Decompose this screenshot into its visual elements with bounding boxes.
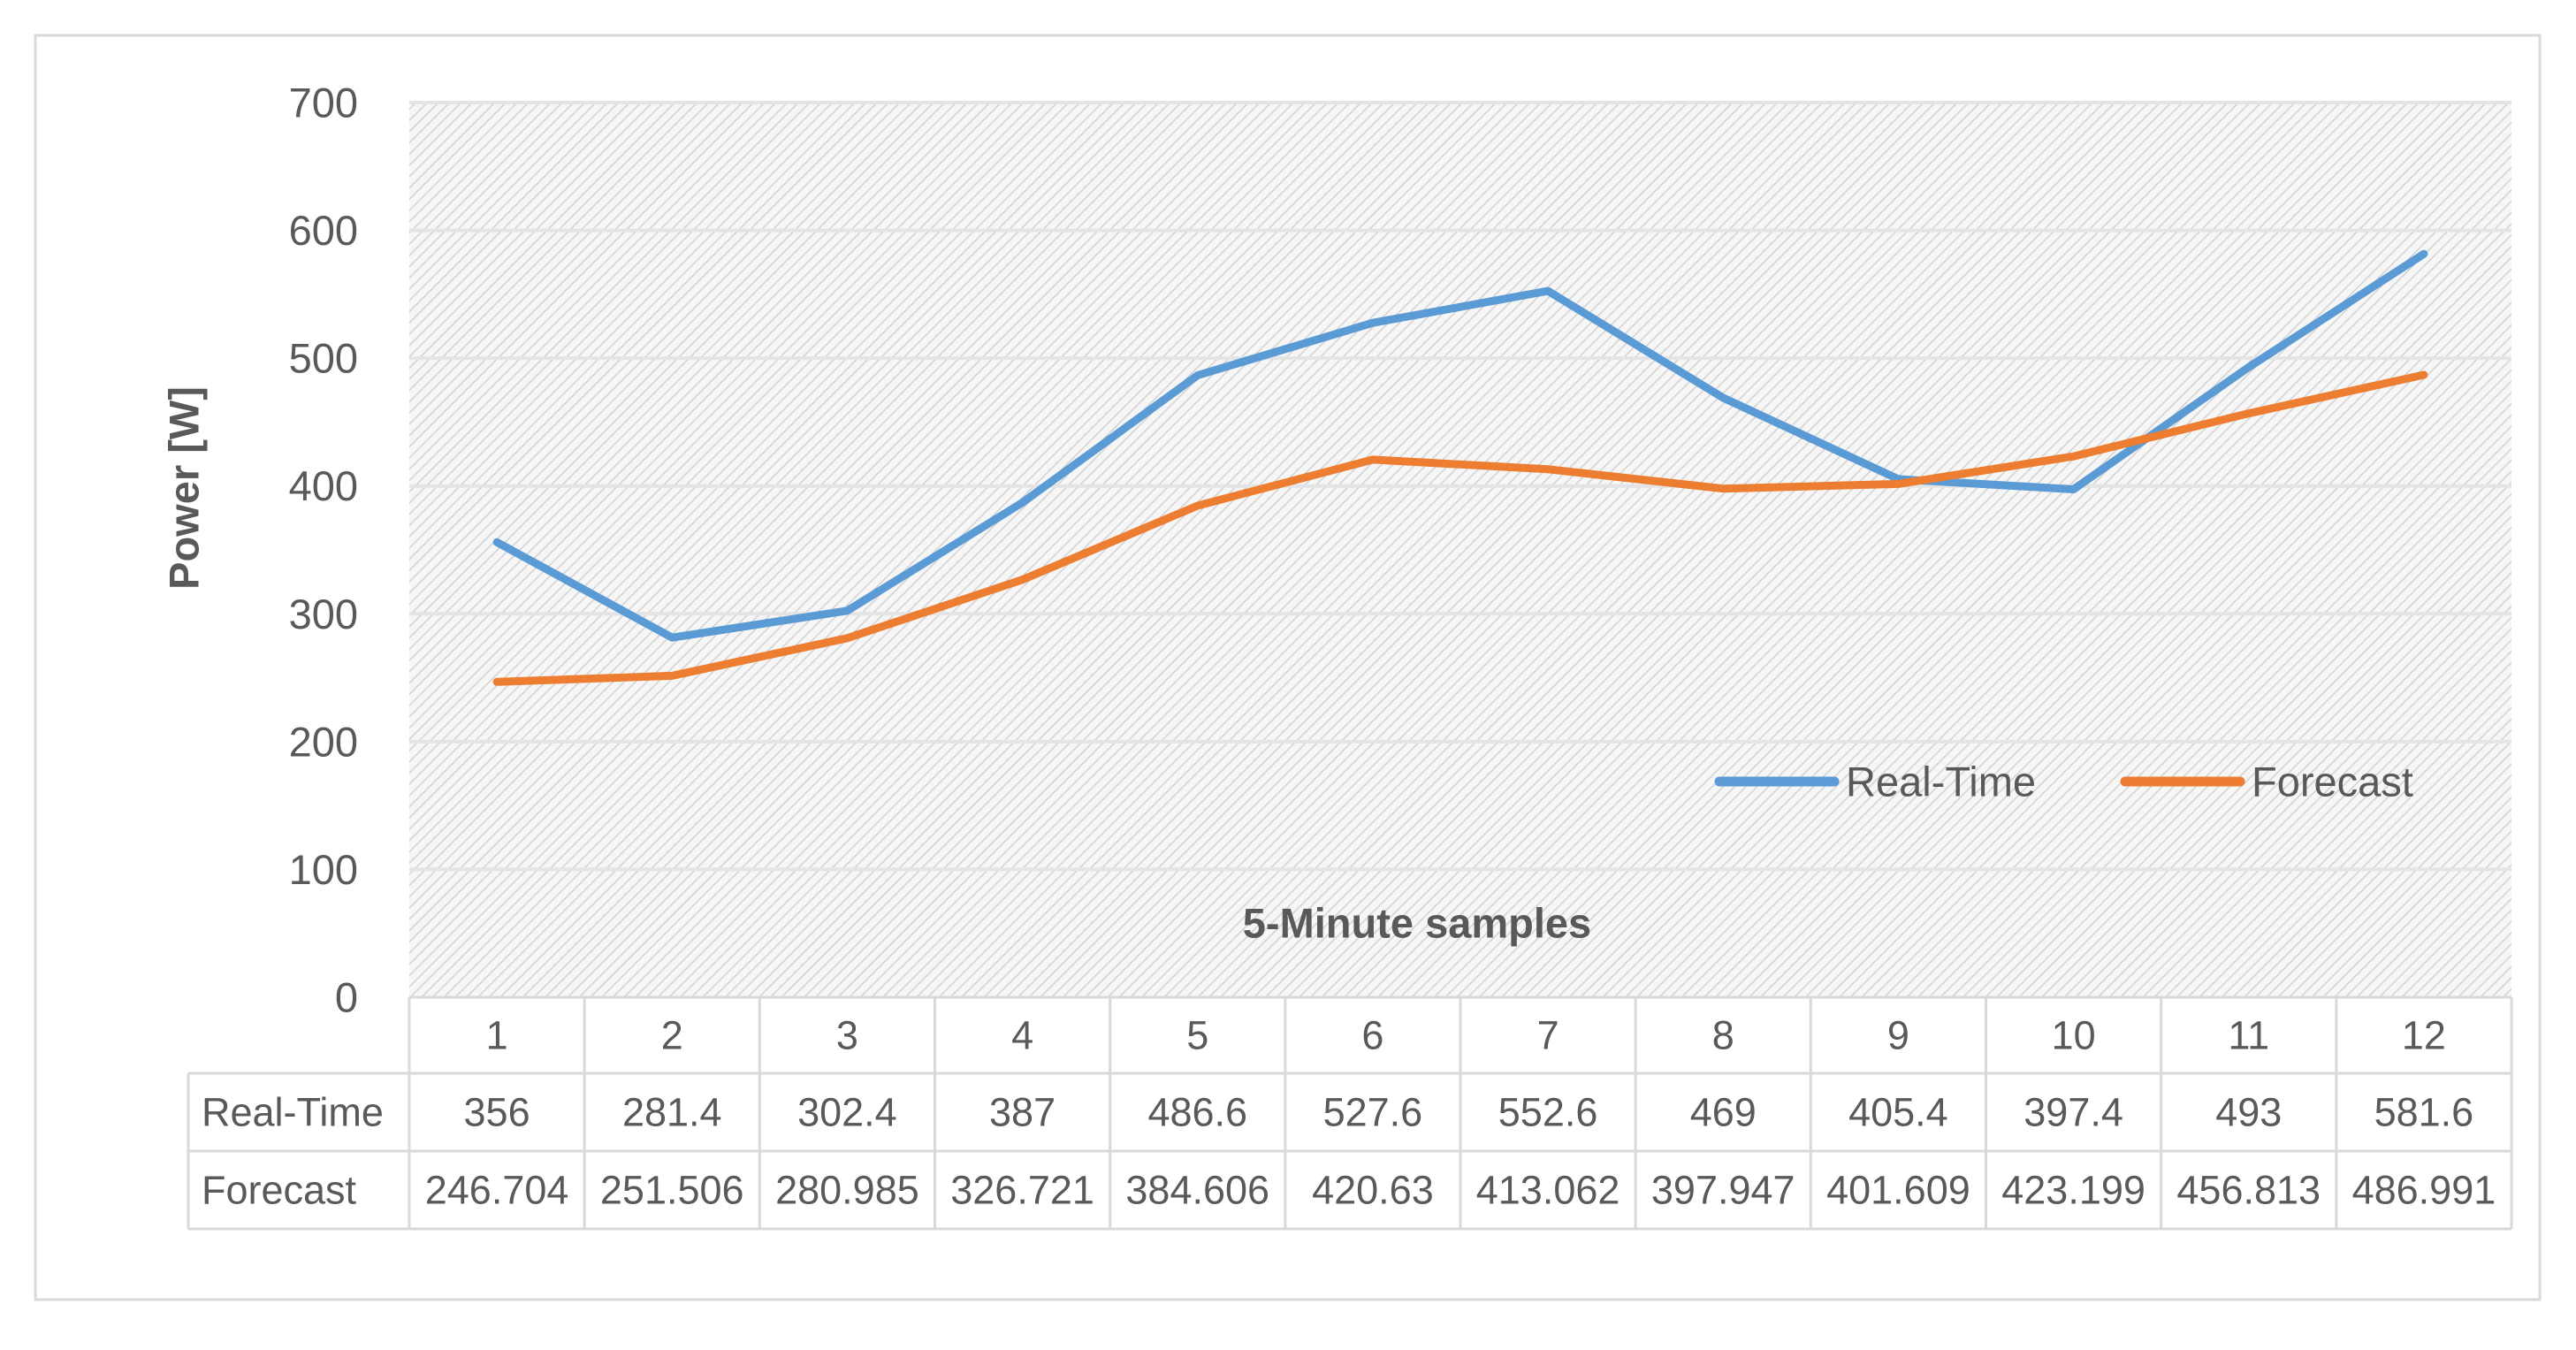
plot-area-background <box>409 103 2511 997</box>
table-cell: 246.704 <box>425 1168 569 1213</box>
x-tick-label: 5 <box>1186 1013 1208 1058</box>
y-axis-tick-labels: 0 100 200 300 400 500 600 700 <box>289 80 358 1021</box>
y-tick-label: 400 <box>289 462 358 509</box>
table-cell: 251.506 <box>600 1168 744 1213</box>
x-tick-label: 10 <box>2052 1013 2096 1058</box>
table-cell: 397.947 <box>1651 1168 1795 1213</box>
y-tick-label: 100 <box>289 846 358 893</box>
table-cell: 486.6 <box>1147 1090 1247 1135</box>
table-cell: 456.813 <box>2176 1168 2321 1213</box>
table-cell: 413.062 <box>1476 1168 1620 1213</box>
y-tick-label: 700 <box>289 80 358 126</box>
table-cell: 397.4 <box>2023 1090 2123 1135</box>
table-cell: 581.6 <box>2374 1090 2474 1135</box>
y-axis-title: Power [W] <box>161 386 208 590</box>
x-tick-label: 8 <box>1712 1013 1734 1058</box>
x-tick-label: 7 <box>1537 1013 1559 1058</box>
x-tick-label: 6 <box>1361 1013 1383 1058</box>
table-cell: 420.63 <box>1312 1168 1434 1213</box>
table-cell: 280.985 <box>775 1168 919 1213</box>
y-tick-label: 0 <box>335 974 358 1021</box>
y-tick-label: 200 <box>289 718 358 765</box>
table-cell: 423.199 <box>2001 1168 2145 1213</box>
x-tick-label: 3 <box>836 1013 858 1058</box>
x-tick-label: 12 <box>2402 1013 2446 1058</box>
x-tick-label: 9 <box>1887 1013 1909 1058</box>
table-cell: 486.991 <box>2352 1168 2496 1213</box>
legend-item: Forecast <box>2120 759 2413 805</box>
y-tick-label: 600 <box>289 207 358 254</box>
table-row-header: Real-Time <box>202 1090 384 1135</box>
y-tick-label: 300 <box>289 591 358 637</box>
legend-item: Real-Time <box>1714 759 2036 805</box>
table-cell: 384.606 <box>1125 1168 1269 1213</box>
series-line-real-time <box>492 249 2428 642</box>
gridlines <box>409 101 2511 872</box>
table-cell: 356 <box>464 1090 530 1135</box>
y-tick-label: 500 <box>289 335 358 382</box>
legend-label: Forecast <box>2252 759 2413 805</box>
table-cell: 401.609 <box>1826 1168 1970 1213</box>
series-line-forecast <box>492 370 2428 686</box>
table-cell: 326.721 <box>950 1168 1094 1213</box>
legend-label: Real-Time <box>1846 759 2036 805</box>
series-lines <box>492 249 2428 686</box>
x-tick-label: 11 <box>2228 1013 2269 1058</box>
table-row-header: Forecast <box>202 1168 357 1213</box>
x-tick-label: 1 <box>486 1013 508 1058</box>
x-tick-label: 4 <box>1011 1013 1033 1058</box>
table-cell: 387 <box>989 1090 1056 1135</box>
table-cell: 281.4 <box>622 1090 722 1135</box>
x-tick-label: 2 <box>661 1013 683 1058</box>
table-cell: 552.6 <box>1498 1090 1598 1135</box>
x-axis-title: 5-Minute samples <box>1243 900 1591 947</box>
table-cell: 302.4 <box>797 1090 897 1135</box>
table-cell: 527.6 <box>1323 1090 1423 1135</box>
table-cell: 493 <box>2215 1090 2282 1135</box>
table-cell: 405.4 <box>1848 1090 1948 1135</box>
legend: Real-Time Forecast <box>1714 759 2413 805</box>
table-cell: 469 <box>1690 1090 1757 1135</box>
